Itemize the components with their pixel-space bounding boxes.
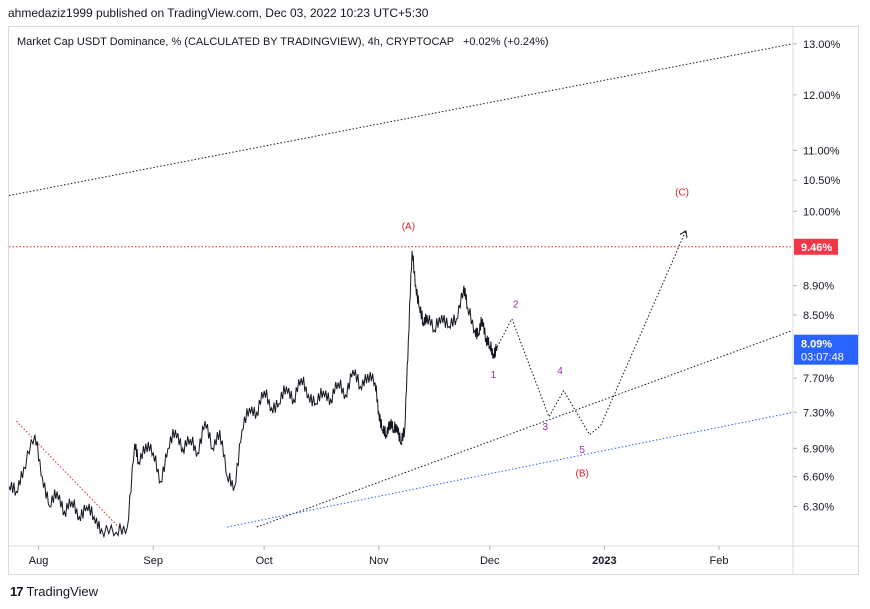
x-tick-label: Nov [369, 555, 389, 567]
current-price-tag [794, 334, 858, 365]
x-tick-label: Dec [480, 555, 500, 567]
resistance-price-tag [794, 238, 838, 255]
x-tick-label: Oct [256, 555, 273, 567]
red-down-line [16, 420, 125, 533]
wave-projection-path [496, 231, 686, 436]
price-series-0 [9, 250, 498, 539]
wave-label: 3 [542, 422, 548, 433]
x-tick-label: Sep [143, 555, 163, 567]
symbol-name: Market Cap USDT Dominance, % (CALCULATED… [17, 36, 454, 48]
y-tick-label: 13.00% [803, 39, 841, 51]
y-tick-label: 10.50% [803, 175, 841, 187]
y-tick-label: 11.00% [803, 145, 840, 157]
y-tick-label: 6.90% [803, 443, 834, 455]
y-tick-label: 7.30% [803, 407, 834, 419]
x-tick-label: 2023 [592, 555, 616, 567]
wave-label: (B) [576, 469, 589, 480]
symbol-title: Market Cap USDT Dominance, % (CALCULATED… [17, 36, 549, 48]
wave-label: 1 [491, 370, 497, 381]
brand-label: TradingView [26, 584, 99, 599]
y-tick-label: 10.00% [803, 206, 841, 218]
resistance-tag-label: 9.46% [801, 242, 832, 254]
tradingview-brand[interactable]: 17 TradingView [10, 584, 98, 599]
x-tick-label: Feb [710, 555, 729, 567]
y-tick-label: 8.50% [803, 310, 834, 322]
wave-label: 5 [579, 445, 585, 456]
y-tick-label: 8.90% [803, 281, 834, 293]
y-tick-label: 7.70% [803, 373, 834, 385]
y-tick-label: 6.60% [803, 472, 834, 484]
wave-label: (A) [402, 221, 415, 232]
wave-label: (C) [675, 188, 689, 199]
tradingview-logo-icon: 17 [10, 584, 24, 599]
bar-countdown-label: 03:07:48 [801, 352, 844, 364]
current-price-label: 8.09% [801, 339, 832, 351]
y-tick-label: 6.30% [803, 501, 834, 513]
wave-label: 4 [557, 366, 563, 377]
plot-area: (A) (B) (C) 1 2 3 4 5 [9, 43, 793, 539]
y-tick-label: 12.00% [803, 90, 841, 102]
blue-trend-line [227, 411, 793, 528]
publisher-line: ahmedaziz1999 published on TradingView.c… [8, 6, 429, 20]
support-trend-line [256, 329, 793, 528]
price-change: +0.02% (+0.24%) [462, 36, 549, 48]
x-tick-label: Aug [29, 555, 49, 567]
upper-channel-line [9, 43, 793, 197]
wave-label: 2 [513, 300, 519, 311]
chart-frame [8, 26, 859, 575]
